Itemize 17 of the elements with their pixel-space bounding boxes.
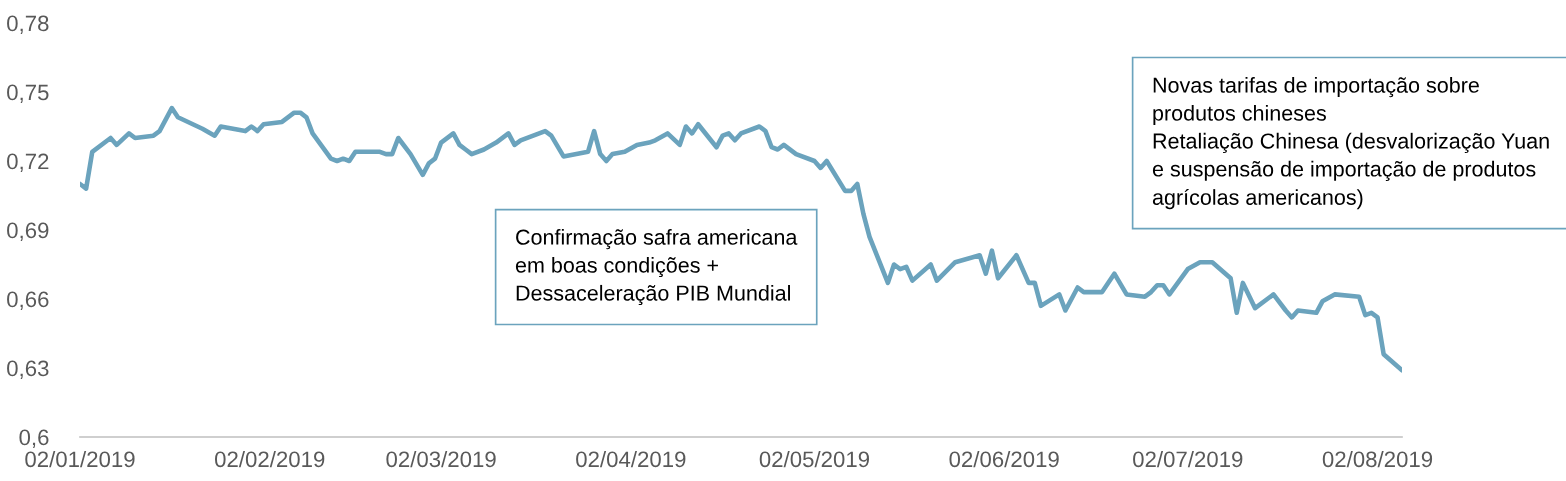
x-tick-label: 02/07/2019 [1133, 450, 1243, 468]
x-tick-label: 02/01/2019 [25, 450, 135, 468]
annotation: Confirmação safra americana em boas condições + Dessaceleração PIB Mundial [515, 229, 798, 306]
y-tick-label: 0,69 [7, 222, 49, 241]
y-tick-label: 0,75 [7, 84, 49, 103]
x-tick-label: 02/06/2019 [949, 450, 1059, 468]
x-tick-label: 02/05/2019 [759, 450, 870, 468]
x-tick-label: 02/08/2019 [1322, 450, 1433, 468]
y-tick-label: 0,63 [7, 360, 49, 379]
annotation: Novas tarifas de importação sobre produtos chineses Retaliação Chinesa (desvalorização Yuan e suspensão de importação de produtos agrícolas americanos) [1152, 77, 1549, 210]
x-tick-label: 02/04/2019 [576, 450, 686, 468]
x-tick-label: 02/03/2019 [386, 450, 496, 468]
y-tick-label: 0,6 [19, 429, 49, 448]
x-tick-label: 02/02/2019 [215, 450, 325, 468]
y-tick-label: 0,66 [7, 291, 49, 310]
y-tick-label: 0,72 [7, 153, 49, 172]
y-tick-label: 0,78 [7, 15, 49, 34]
